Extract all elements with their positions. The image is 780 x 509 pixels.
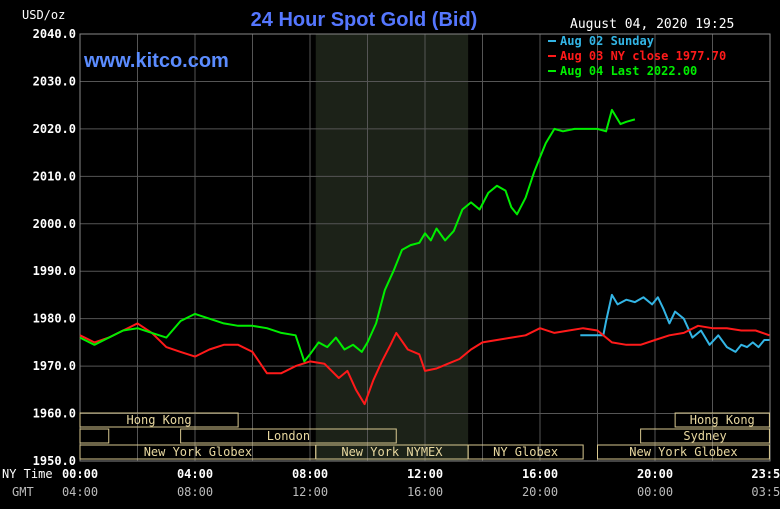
y-tick-label: 1950.0 — [33, 454, 76, 468]
ny-time-axis-label: NY Time — [2, 467, 53, 481]
y-tick-label: 1990.0 — [33, 264, 76, 278]
series-line — [580, 293, 770, 353]
session-label: Hong Kong — [690, 413, 755, 427]
session-bar — [597, 444, 770, 460]
session-bar — [640, 428, 770, 444]
session-bar — [180, 428, 397, 444]
session-label: New York NYMEX — [341, 445, 443, 459]
y-tick-label: 2000.0 — [33, 217, 76, 231]
session-label: New York Globex — [629, 445, 737, 459]
session-label: Hong Kong — [127, 413, 192, 427]
x-tick-label-ny: 23:59 — [751, 467, 780, 481]
session-bar — [79, 428, 110, 444]
y-tick-label: 2010.0 — [33, 169, 76, 183]
x-tick-label-ny: 00:00 — [62, 467, 98, 481]
session-label: London — [267, 429, 310, 443]
series-line — [79, 108, 636, 363]
session-label: NY Globex — [493, 445, 558, 459]
y-tick-label: 1970.0 — [33, 359, 76, 373]
x-tick-label-gmt: 16:00 — [407, 485, 443, 499]
x-tick-label-gmt: 03:59 — [751, 485, 780, 499]
legend-entry: Aug 04 Last 2022.00 — [560, 64, 697, 78]
y-axis-unit-label: USD/oz — [22, 8, 65, 22]
x-tick-label-ny: 16:00 — [522, 467, 558, 481]
y-tick-label: 1960.0 — [33, 407, 76, 421]
session-bar — [674, 412, 770, 428]
nymex-session-highlight — [315, 34, 469, 461]
y-tick-label: 2030.0 — [33, 74, 76, 88]
plot-frame — [79, 33, 771, 462]
y-tick-label: 2040.0 — [33, 27, 76, 41]
x-tick-label-gmt: 20:00 — [522, 485, 558, 499]
x-tick-label-ny: 04:00 — [177, 467, 213, 481]
x-tick-label-gmt: 00:00 — [637, 485, 673, 499]
x-tick-label-ny: 12:00 — [407, 467, 443, 481]
session-label: New York Globex — [144, 445, 252, 459]
y-tick-label: 2020.0 — [33, 122, 76, 136]
x-tick-label-gmt: 08:00 — [177, 485, 213, 499]
session-label: Sydney — [683, 429, 726, 443]
y-tick-label: 1980.0 — [33, 312, 76, 326]
session-bar — [467, 444, 584, 460]
watermark: www.kitco.com — [83, 50, 229, 72]
session-bar — [79, 412, 239, 428]
legend-entry: Aug 02 Sunday — [560, 34, 654, 48]
series-line — [79, 322, 770, 406]
x-tick-label-ny: 08:00 — [292, 467, 328, 481]
timestamp-label: August 04, 2020 19:25 — [570, 17, 734, 32]
legend-entry: Aug 03 NY close 1977.70 — [560, 49, 726, 63]
x-tick-label-gmt: 04:00 — [62, 485, 98, 499]
gmt-axis-label: GMT — [12, 485, 34, 499]
chart-title: 24 Hour Spot Gold (Bid) — [251, 9, 478, 31]
x-tick-label-ny: 20:00 — [637, 467, 673, 481]
x-tick-label-gmt: 12:00 — [292, 485, 328, 499]
